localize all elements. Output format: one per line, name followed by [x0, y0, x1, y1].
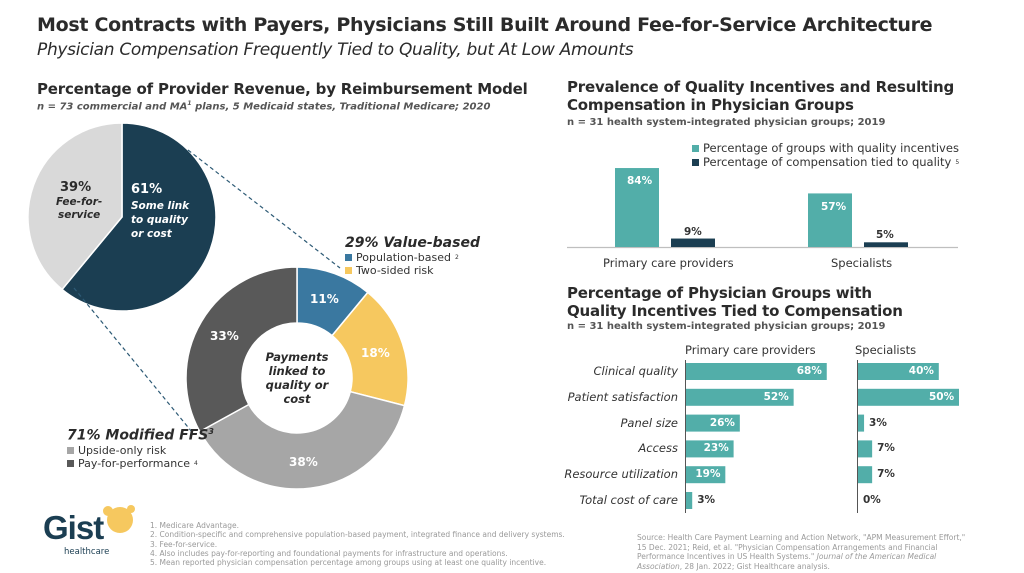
gist-logo-word: Gist: [43, 509, 104, 546]
bar-label-spec-comp: 5%: [876, 229, 894, 241]
pie-slice-1: [27, 122, 123, 291]
gist-logo-sub: healthcare: [64, 547, 110, 557]
legend-swatch-groups: [692, 144, 699, 152]
hbar-value-label: 7%: [877, 442, 895, 455]
quality-incentives-bars: [567, 168, 958, 249]
donut-slice-pay-for-performance: [185, 266, 298, 433]
hbar-value-label: 50%: [929, 390, 955, 403]
modified-ffs-legend-title: 71% Modified FFS3: [67, 427, 214, 444]
hbar-category-label: Access: [638, 441, 678, 456]
category-label-specialists: Specialists: [831, 256, 893, 270]
hbar-value-label: 26%: [709, 416, 735, 429]
bar-label-pcp-comp: 9%: [684, 226, 702, 238]
legend-item-groups: Percentage of groups with quality incent…: [692, 141, 959, 155]
pie-ffs-pct: 39%: [60, 180, 92, 195]
reimbursement-pie: [27, 122, 217, 312]
payments-donut: [185, 266, 409, 490]
connector-line-bottom: [73, 287, 193, 433]
hbar-value-label: 52%: [763, 390, 789, 403]
pie-slice-0: [61, 122, 217, 312]
hbar-0-1: [686, 388, 794, 406]
hbar-value-label: 0%: [863, 494, 881, 506]
bar-0-1: [671, 238, 715, 247]
incentive-types-note: n = 31 health system-integrated physicia…: [567, 321, 886, 332]
modified-ffs-legend: 71% Modified FFS3 Upside-only risk Pay-f…: [67, 427, 214, 470]
hbar-value-label: 40%: [908, 365, 934, 377]
footnote: 3. Fee-for-service.: [150, 539, 218, 549]
bar-1-1: [864, 242, 908, 247]
hbar-1-2: [858, 414, 865, 432]
hbar-0-0: [686, 363, 827, 380]
hbar-value-label: 19%: [695, 468, 721, 481]
legend-item-two-sided: Two-sided risk: [345, 264, 480, 277]
hbar-value-label: 7%: [877, 468, 895, 481]
hbar-category-label: Panel size: [620, 415, 679, 430]
donut-slice-upside-only-risk: [198, 390, 406, 490]
pie-connector-lines: [73, 149, 341, 433]
footnote: 1. Medicare Advantage.: [150, 521, 239, 530]
hbar-value-label: 3%: [697, 494, 716, 506]
pie-ffs-label: Fee-for- service: [56, 196, 103, 221]
donut-label-p4p: 33%: [210, 329, 239, 343]
bar-label-pcp-groups: 84%: [627, 175, 653, 187]
hbar-group-label-pcp: Primary care providers: [685, 343, 816, 357]
legend-swatch-population: [345, 254, 352, 261]
hbar-0-4: [686, 466, 726, 484]
quality-incentives-title: Prevalence of Quality Incentives and Res…: [567, 78, 954, 114]
hbar-value-label: 23%: [703, 442, 729, 455]
legend-swatch-p4p: [67, 459, 74, 467]
pie-section-note: n = 73 commercial and MA1 plans, 5 Medic…: [37, 100, 491, 113]
bar-0-0: [615, 168, 659, 247]
legend-swatch-two-sided: [345, 267, 352, 274]
bar-1-0: [808, 193, 852, 247]
gist-logo: Gist healthcare: [40, 503, 140, 565]
hbar-0-5: [686, 492, 693, 509]
page-subtitle: Physician Compensation Frequently Tied t…: [37, 40, 634, 60]
hbar-value-label: 68%: [796, 365, 822, 377]
category-label-pcp: Primary care providers: [603, 256, 734, 270]
value-based-legend-title: 29% Value-based: [345, 235, 480, 251]
footnote: 4. Also includes pay-for-reporting and f…: [150, 548, 508, 558]
hbar-category-label: Clinical quality: [593, 364, 678, 378]
hbar-1-4: [858, 466, 873, 484]
legend-item-upside: Upside-only risk: [67, 444, 214, 457]
footnote: 5. Mean reported physician compensation …: [150, 558, 547, 568]
quality-incentives-note: n = 31 health system-integrated physicia…: [567, 117, 886, 128]
hbar-0-3: [686, 440, 734, 458]
donut-label-upside: 38%: [289, 455, 318, 469]
incentive-types-title: Percentage of Physician Groups with Qual…: [567, 284, 903, 320]
gist-logo-bubbles-icon: [103, 505, 135, 533]
hbar-value-label: 3%: [869, 416, 887, 429]
legend-item-population: Population-based 2: [345, 251, 480, 264]
legend-item-compensation: Percentage of compensation tied to quali…: [692, 155, 959, 169]
hbar-category-label: Patient satisfaction: [567, 389, 678, 404]
page-title: Most Contracts with Payers, Physicians S…: [37, 14, 933, 36]
donut-center-label: Payments linked to quality or cost: [265, 350, 329, 406]
quality-incentives-legend: Percentage of groups with quality incent…: [692, 141, 959, 169]
hbar-0-2: [686, 414, 740, 432]
hbar-group-label-specialists: Specialists: [855, 343, 917, 357]
hbar-1-0: [858, 363, 939, 380]
pie-link-pct: 61%: [131, 182, 163, 197]
footnotes: 1. Medicare Advantage. 2. Condition-spec…: [150, 521, 565, 567]
donut-label-two-sided: 18%: [361, 346, 390, 360]
hbar-1-3: [858, 440, 873, 458]
hbar-category-label: Resource utilization: [564, 467, 678, 482]
source-note: Source: Health Care Payment Learning and…: [637, 533, 966, 571]
hbar-category-label: Total cost of care: [579, 493, 678, 507]
legend-item-p4p: Pay-for-performance 4: [67, 457, 214, 470]
hbar-1-1: [858, 388, 959, 406]
pie-link-label: Some link to quality or cost: [131, 200, 190, 240]
donut-label-population: 11%: [310, 292, 339, 306]
legend-swatch-upside: [67, 446, 74, 454]
value-based-legend: 29% Value-based Population-based 2 Two-si…: [345, 235, 480, 277]
legend-swatch-compensation: [692, 158, 699, 166]
pie-section-title: Percentage of Provider Revenue, by Reimb…: [37, 80, 528, 98]
incentive-types-bars: [685, 360, 959, 513]
footnote: 2. Condition-specific and comprehensive …: [150, 530, 565, 540]
bar-label-spec-groups: 57%: [821, 201, 847, 213]
